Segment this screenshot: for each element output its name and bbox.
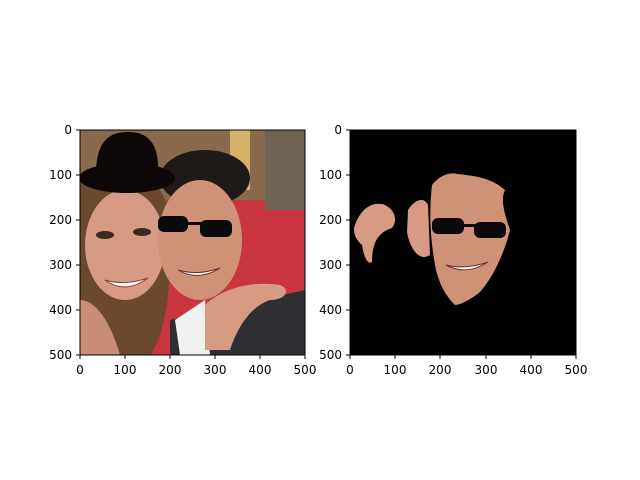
right-xtick-200: 200 (429, 363, 452, 377)
right-ytick-0: 0 (334, 123, 342, 137)
left-image-panel: 0 100 200 300 400 500 0 100 200 300 400 … (49, 123, 316, 377)
left-y-axis: 0 100 200 300 400 500 (49, 123, 80, 362)
right-y-axis: 0 100 200 300 400 500 (319, 123, 350, 362)
right-ytick-100: 100 (319, 168, 342, 182)
left-xtick-200: 200 (159, 363, 182, 377)
right-xtick-0: 0 (346, 363, 354, 377)
right-ytick-300: 300 (319, 258, 342, 272)
left-x-axis: 0 100 200 300 400 500 (76, 355, 316, 377)
left-xtick-400: 400 (249, 363, 272, 377)
left-ytick-200: 200 (49, 213, 72, 227)
left-ytick-0: 0 (64, 123, 72, 137)
right-image-panel: 0 100 200 300 400 500 0 100 200 300 400 … (319, 123, 587, 377)
left-ytick-100: 100 (49, 168, 72, 182)
left-xtick-300: 300 (204, 363, 227, 377)
left-ytick-300: 300 (49, 258, 72, 272)
left-photo (80, 130, 305, 355)
left-ytick-400: 400 (49, 303, 72, 317)
right-ytick-500: 500 (319, 348, 342, 362)
right-xtick-100: 100 (384, 363, 407, 377)
right-xtick-500: 500 (565, 363, 588, 377)
left-xtick-100: 100 (114, 363, 137, 377)
left-ytick-500: 500 (49, 348, 72, 362)
right-mask (350, 130, 576, 355)
right-xtick-300: 300 (475, 363, 498, 377)
right-ytick-200: 200 (319, 213, 342, 227)
right-ytick-400: 400 (319, 303, 342, 317)
left-xtick-500: 500 (294, 363, 317, 377)
left-xtick-0: 0 (76, 363, 84, 377)
right-xtick-400: 400 (520, 363, 543, 377)
right-x-axis: 0 100 200 300 400 500 (346, 355, 587, 377)
